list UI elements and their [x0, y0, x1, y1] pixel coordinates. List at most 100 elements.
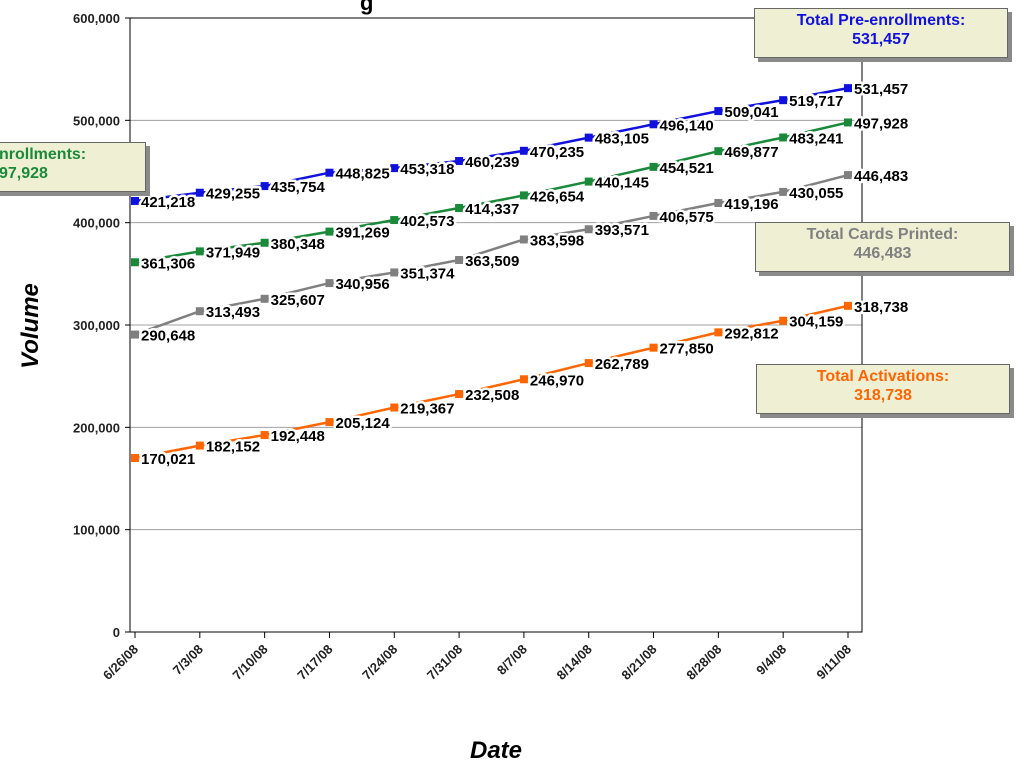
data-label: 483,241: [789, 130, 843, 147]
series-group: [131, 84, 852, 463]
series-line: [134, 304, 849, 460]
data-label: 232,508: [465, 387, 519, 404]
callout-activations: Total Activations: 318,738: [756, 364, 1010, 414]
series-point: [131, 330, 139, 339]
series-point: [779, 133, 788, 142]
series-point: [519, 235, 528, 244]
data-label: 318,738: [854, 299, 908, 316]
data-label: 351,374: [400, 265, 455, 282]
series-point: [131, 454, 139, 463]
data-label: 380,348: [271, 236, 325, 253]
data-label: 430,055: [789, 185, 843, 202]
data-label: 219,367: [400, 401, 454, 418]
y-axis-ticks: 0 100,000 200,000 300,000 400,000 500,000 600,…: [73, 11, 130, 640]
series-point: [714, 107, 723, 116]
data-label: 435,754: [271, 179, 326, 196]
data-label: 371,949: [206, 244, 260, 261]
series-point: [519, 191, 528, 200]
series-line: [134, 86, 849, 203]
series-point: [584, 133, 593, 142]
series-point: [844, 301, 852, 310]
y-tick-label: 0: [113, 625, 120, 640]
y-tick-label: 200,000: [73, 420, 120, 435]
data-labels: 421,218 429,255 435,754 448,825 453,318 460,2…: [139, 79, 911, 471]
callout-pre-enrollments-value: 531,457: [852, 31, 910, 48]
data-label: 419,196: [724, 196, 778, 213]
data-label: 483,105: [595, 131, 649, 148]
series-point: [325, 168, 334, 177]
series-point: [455, 390, 464, 399]
series-point: [260, 238, 269, 247]
series-point: [390, 268, 399, 277]
y-tick-label: 100,000: [73, 523, 120, 538]
series-point: [649, 211, 658, 220]
series-point: [714, 328, 723, 337]
y-tick-label: 400,000: [73, 216, 120, 231]
data-label: 414,337: [465, 201, 519, 218]
series-point: [325, 279, 334, 288]
callout-enrollments: nrollments: 97,928: [0, 142, 146, 192]
series-point: [519, 375, 528, 384]
data-label: 363,509: [465, 253, 519, 270]
data-label: 497,928: [854, 115, 908, 132]
callout-cards-printed-label: Total Cards Printed:: [806, 226, 959, 243]
data-label: 453,318: [400, 161, 454, 178]
data-label: 429,255: [206, 186, 260, 203]
series-point: [325, 227, 334, 236]
data-label: 421,218: [141, 194, 195, 211]
data-label: 406,575: [660, 209, 714, 226]
data-label: 519,717: [789, 93, 843, 110]
callout-enrollments-value: 97,928: [0, 165, 48, 182]
series-point: [195, 188, 204, 197]
callout-cards-printed: Total Cards Printed: 446,483: [755, 222, 1010, 272]
data-label: 402,573: [400, 213, 454, 230]
series-point: [584, 177, 593, 186]
data-label: 496,140: [660, 117, 714, 134]
series-point: [390, 164, 399, 173]
series-point: [260, 182, 269, 191]
data-label: 470,235: [530, 144, 584, 161]
data-label: 469,877: [724, 144, 778, 161]
data-label: 509,041: [724, 104, 778, 121]
series-point: [779, 187, 788, 196]
data-label: 361,306: [141, 255, 195, 272]
x-tick-label: 8/21/08: [618, 642, 659, 683]
data-label: 262,789: [595, 356, 649, 373]
x-tick-label: 8/14/08: [554, 642, 595, 683]
data-label: 192,448: [271, 428, 325, 445]
y-tick-label: 300,000: [73, 318, 120, 333]
data-label: 460,239: [465, 154, 519, 171]
data-label: 454,521: [660, 160, 714, 177]
series-point: [584, 225, 593, 234]
series-point: [649, 120, 658, 129]
series-point: [260, 431, 269, 440]
callout-pre-enrollments-label: Total Pre-enrollments:: [796, 12, 966, 29]
series-point: [584, 359, 593, 368]
callout-activations-label: Total Activations:: [816, 368, 950, 385]
x-axis-ticks: 6/26/08 7/3/08 7/10/08 7/17/08 7/24/08 7/31/0…: [100, 632, 854, 683]
series-point: [714, 199, 723, 208]
data-label: 182,152: [206, 439, 260, 456]
data-label: 440,145: [595, 175, 649, 192]
series-line: [134, 173, 849, 336]
series-point: [131, 196, 139, 205]
series-point: [195, 441, 204, 450]
series-point: [779, 316, 788, 325]
x-tick-label: 9/4/08: [753, 642, 789, 678]
y-tick-label: 600,000: [73, 11, 120, 26]
series-line: [134, 121, 849, 264]
chart-title-fragment: g: [360, 0, 373, 15]
series-point: [131, 258, 139, 267]
data-label: 448,825: [335, 166, 389, 183]
gridlines: [130, 119, 862, 531]
data-label: 325,607: [271, 292, 325, 309]
data-label: 340,956: [335, 276, 389, 293]
series-point: [779, 96, 788, 105]
callout-enrollments-label: nrollments:: [0, 146, 87, 163]
x-tick-label: 9/11/08: [813, 642, 854, 683]
x-axis-title: Date: [470, 737, 522, 764]
data-label: 531,457: [854, 81, 908, 98]
series-point: [844, 118, 852, 127]
series-point: [844, 171, 852, 180]
series-point: [455, 157, 464, 166]
